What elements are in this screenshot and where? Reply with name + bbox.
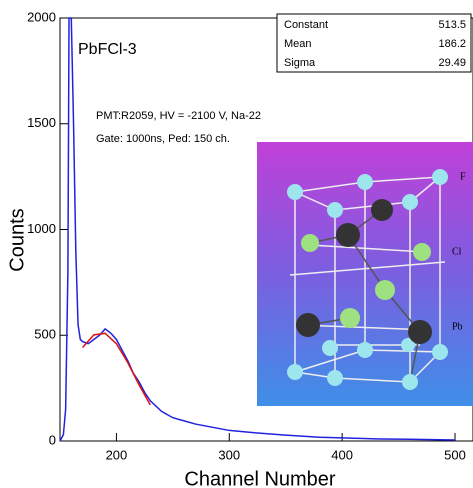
bonds xyxy=(289,176,446,383)
annotation: Gate: 1000ns, Ped: 150 ch. xyxy=(96,133,230,145)
y-tick-label: 1000 xyxy=(27,221,56,236)
x-tick-label: 400 xyxy=(331,447,353,462)
x-axis-label: Channel Number xyxy=(184,468,336,488)
stat-value: 186.2 xyxy=(438,38,466,50)
stat-value: 513.5 xyxy=(438,19,466,31)
sample-label: PbFCl-3 xyxy=(78,41,137,58)
atom-label: F xyxy=(460,171,466,182)
plot-area: 0 500 1000 1500 2000 200 300 400 500 xyxy=(27,9,473,462)
y-tick-label: 0 xyxy=(49,432,56,447)
pb-bonds xyxy=(307,209,421,383)
stats-box: Constant 513.5 Mean 186.2 Sigma 29.49 xyxy=(276,13,472,73)
atom-label: Cl xyxy=(452,246,462,257)
atoms xyxy=(287,169,448,390)
crystal-inset: F Cl Pb xyxy=(257,142,473,406)
stats-frame xyxy=(276,13,472,73)
data-line xyxy=(82,332,151,406)
stat-label: Constant xyxy=(284,19,328,31)
y-tick-label: 2000 xyxy=(27,9,56,24)
atom-label: Pb xyxy=(452,321,463,332)
annotation: PMT:R2059, HV = -2100 V, Na-22 xyxy=(96,110,261,122)
y-tick-label: 1500 xyxy=(27,115,56,130)
stat-value: 29.49 xyxy=(438,57,466,69)
stat-label: Mean xyxy=(284,38,312,50)
stat-label: Sigma xyxy=(284,57,316,69)
y-axis-label: Counts xyxy=(6,208,28,271)
y-tick-label: 500 xyxy=(34,327,56,342)
x-tick-label: 500 xyxy=(444,447,466,462)
x-tick-label: 300 xyxy=(218,447,240,462)
data-line xyxy=(59,17,456,442)
x-tick-label: 200 xyxy=(106,447,128,462)
